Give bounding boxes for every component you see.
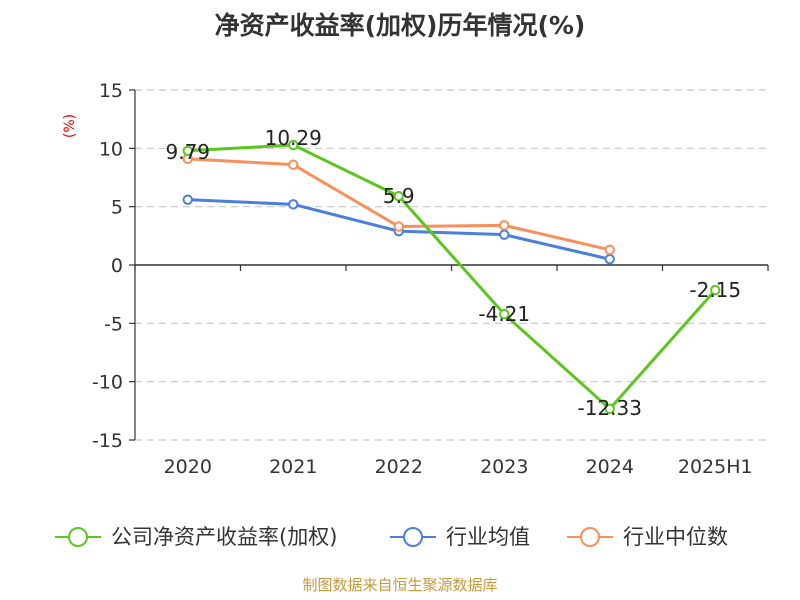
x-tick-label: 2024 <box>586 456 634 478</box>
legend-label: 行业均值 <box>446 525 530 549</box>
legend-marker-icon <box>403 527 423 547</box>
y-tick-label: -10 <box>92 372 123 394</box>
data-point[interactable] <box>710 284 721 296</box>
legend-label: 公司净资产收益率(加权) <box>111 525 337 549</box>
data-label: -2.15 <box>689 278 741 302</box>
data-point[interactable] <box>499 229 510 240</box>
x-tick-label: 2020 <box>164 456 212 478</box>
data-labels: 9.79 10.29 5.9 -4.21 -12.33 -2.15 <box>165 126 741 420</box>
source-note: 制图数据来自恒生聚源数据库 <box>302 576 497 594</box>
data-point[interactable] <box>288 199 299 210</box>
data-point[interactable] <box>393 221 404 232</box>
grid-lines <box>135 89 768 441</box>
data-point[interactable] <box>288 139 299 151</box>
data-point[interactable] <box>182 194 193 205</box>
legend-label: 行业中位数 <box>623 525 728 549</box>
data-point[interactable] <box>499 220 510 231</box>
data-label: 9.79 <box>165 140 210 164</box>
data-point[interactable] <box>288 159 299 170</box>
legend-marker-icon <box>68 527 88 547</box>
y-tick-label: 10 <box>99 138 123 160</box>
data-label: -4.21 <box>478 302 530 326</box>
data-point[interactable] <box>182 145 193 156</box>
data-label: 10.29 <box>265 126 322 150</box>
y-axis-unit: (%) <box>62 114 78 138</box>
data-point[interactable] <box>604 403 615 415</box>
y-tick-label: -15 <box>92 430 123 452</box>
data-point[interactable] <box>604 253 615 265</box>
legend-marker-icon <box>580 527 600 547</box>
data-point[interactable] <box>499 308 510 320</box>
y-tick-label: 15 <box>99 80 123 102</box>
data-label: 5.9 <box>383 184 415 208</box>
legend-item[interactable]: 行业均值 <box>390 525 530 549</box>
x-tick-label: 2025H1 <box>678 456 753 478</box>
chart-title: 净资产收益率(加权)历年情况(%) <box>215 11 586 40</box>
data-point[interactable] <box>393 190 404 202</box>
x-tick-label: 2021 <box>269 456 317 478</box>
y-tick-label: -5 <box>104 313 123 335</box>
series-lines <box>182 139 721 415</box>
series-line <box>187 143 717 411</box>
y-tick-label: 0 <box>111 255 123 277</box>
legend[interactable]: 公司净资产收益率(加权) 行业均值 行业中位数 <box>55 525 728 549</box>
data-point[interactable] <box>604 244 615 256</box>
axes: 15 10 5 0 -5 -10 -15 2020 2021 2022 2023 2024 2025H1 <box>92 80 769 478</box>
x-tick-label: 2023 <box>480 456 528 478</box>
y-tick-label: 5 <box>111 197 123 219</box>
legend-item[interactable]: 行业中位数 <box>567 525 728 549</box>
legend-item[interactable]: 公司净资产收益率(加权) <box>55 525 337 549</box>
x-tick-label: 2022 <box>375 456 423 478</box>
data-label: -12.33 <box>578 396 642 420</box>
